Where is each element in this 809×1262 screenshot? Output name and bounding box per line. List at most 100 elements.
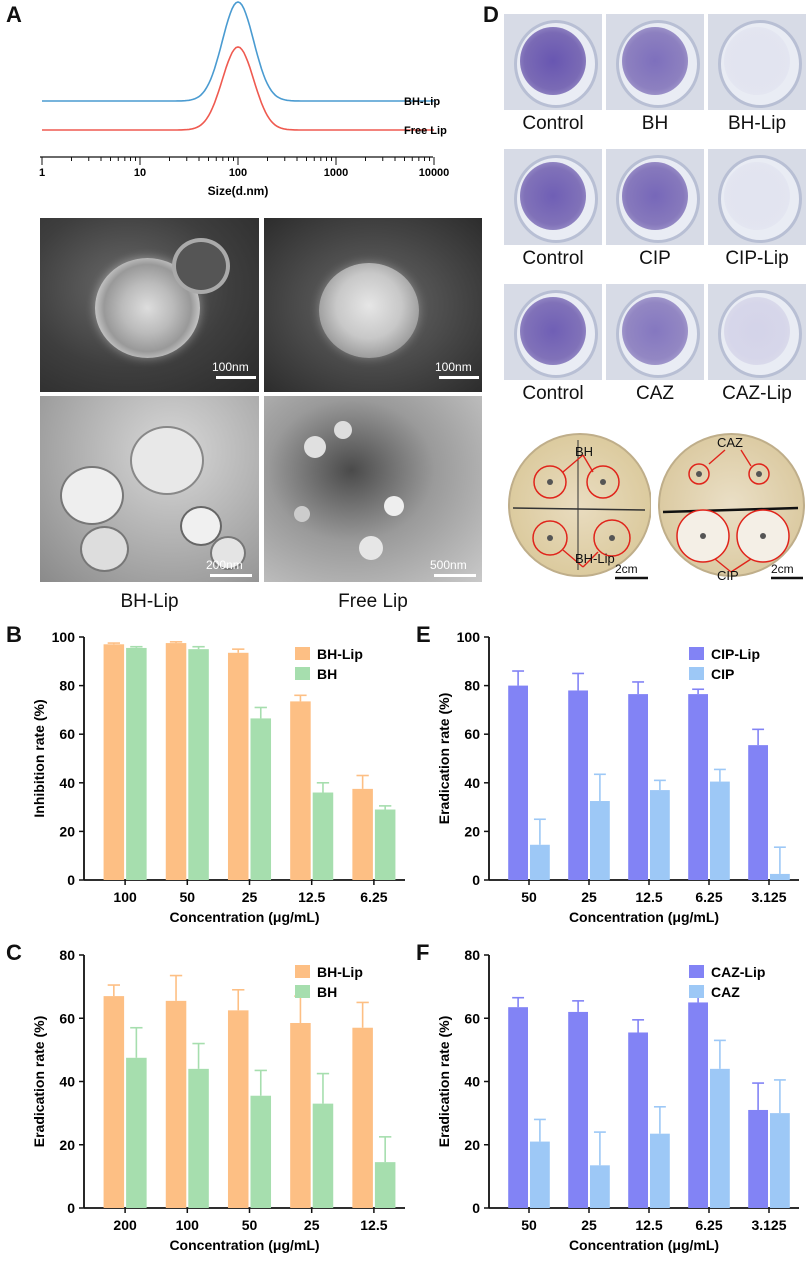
scale-bar-label: 200nm: [206, 558, 243, 572]
scale-bar-label: 100nm: [435, 360, 472, 374]
y-tick-label: 80: [59, 947, 75, 963]
x-tick-label: 50: [180, 889, 196, 905]
biofilm-stain: [724, 27, 790, 95]
x-tick-label: 100: [113, 889, 137, 905]
bar: [126, 1057, 147, 1208]
bar: [530, 844, 550, 880]
y-axis-label: Eradication rate (%): [436, 693, 452, 824]
x-tick-label: 200: [113, 1217, 137, 1233]
liposome-particle: [294, 506, 310, 522]
x-tick-label: 25: [304, 1217, 320, 1233]
liposome-particle: [60, 466, 124, 525]
well-label: CIP-Lip: [725, 248, 789, 269]
legend-label: CIP-Lip: [711, 646, 760, 662]
y-tick-label: 0: [67, 872, 75, 888]
bar: [590, 1165, 610, 1208]
bar: [188, 1068, 209, 1208]
chart-inhibition-rate-bh: 0 20 40 60 80 100 100 50 25 12.5 6.25 Concentration…: [31, 629, 405, 925]
biofilm-well-grid: Control BH BH-Lip Control CIP CIP-Lip Control C…: [504, 14, 806, 404]
x-tick-label: 50: [242, 1217, 258, 1233]
dls-tick-label-1: 1: [39, 167, 45, 179]
biofilm-well-image: [606, 149, 704, 245]
tem-image-free-lip-low-mag: 500nm: [264, 396, 482, 582]
y-axis-label: Inhibition rate (%): [31, 699, 47, 817]
biofilm-stain: [520, 162, 586, 230]
plate-annotation-overlay: BH BH-Lip 2cm: [512, 440, 648, 580]
plate-scale-label: 2cm: [771, 562, 794, 576]
biofilm-well-image: [708, 284, 806, 380]
bar: [374, 809, 396, 880]
bar: [188, 649, 209, 880]
bar: [312, 1103, 334, 1208]
legend-label: CAZ: [711, 984, 740, 1000]
biofilm-stain: [520, 27, 586, 95]
plate-label-bh-lip: BH-Lip: [575, 551, 615, 566]
biofilm-well-image: [504, 14, 602, 110]
x-axis-label: Concentration (μg/mL): [169, 1237, 319, 1253]
legend-label: BH: [317, 666, 337, 682]
bar: [710, 781, 730, 880]
bar: [650, 790, 670, 880]
biofilm-well-image: [606, 14, 704, 110]
dls-tick-label-1000: 1000: [324, 167, 348, 179]
bar: [568, 1011, 588, 1208]
well-label: CAZ-Lip: [722, 383, 792, 404]
scale-bar: [216, 376, 256, 379]
bar: [508, 685, 528, 880]
chart-eradication-rate-cip: 0 20 40 60 80 100 50 25 12.5 6.25 3.125 Concentrati…: [436, 629, 799, 925]
y-tick-label: 60: [464, 726, 480, 742]
bar: [650, 1133, 670, 1208]
liposome-particle: [210, 536, 246, 570]
plate-label-cip: CIP: [717, 568, 739, 582]
bar: [290, 701, 311, 880]
bar: [126, 647, 147, 880]
dls-tick-label-10: 10: [134, 167, 146, 179]
bar: [770, 873, 790, 880]
y-tick-label: 60: [59, 726, 75, 742]
legend-swatch: [689, 965, 704, 978]
biofilm-well-image: [606, 284, 704, 380]
dls-tick-group: [41, 157, 435, 165]
biofilm-stain: [724, 297, 790, 365]
y-axis-label: Eradication rate (%): [436, 1016, 452, 1147]
bar: [165, 643, 187, 880]
legend-label: BH-Lip: [317, 646, 363, 662]
panel-letter-e: E: [416, 622, 431, 647]
x-axis-label: Concentration (μg/mL): [169, 909, 319, 925]
bar: [710, 1068, 730, 1208]
x-tick-label: 25: [242, 889, 258, 905]
biofilm-well-image: [708, 14, 806, 110]
plate-scale-label: 2cm: [615, 562, 638, 576]
liposome-particle: [180, 506, 222, 546]
x-tick-label: 50: [521, 1217, 537, 1233]
biofilm-well-image: [504, 149, 602, 245]
y-tick-label: 20: [464, 1137, 480, 1153]
x-axis-label: Concentration (μg/mL): [569, 1237, 719, 1253]
plate-label-bh: BH: [575, 444, 593, 459]
y-axis-label: Eradication rate (%): [31, 1016, 47, 1147]
well-label: CAZ: [636, 383, 674, 404]
legend-swatch: [295, 647, 310, 660]
legend-swatch: [295, 985, 310, 998]
bar: [227, 1010, 249, 1208]
agar-plate-right: CAZ CIP 2cm: [655, 430, 806, 582]
liposome-particle: [384, 496, 404, 516]
biofilm-stain: [622, 27, 688, 95]
bar: [103, 996, 125, 1208]
liposome-particle: [304, 436, 326, 458]
plate-annotation-overlay: CAZ CIP 2cm: [662, 435, 803, 582]
liposome-particle: [130, 426, 204, 495]
x-tick-label: 100: [176, 1217, 200, 1233]
x-tick-label: 3.125: [751, 889, 786, 905]
legend-swatch: [295, 965, 310, 978]
bar: [748, 1109, 768, 1208]
biofilm-well-image: [504, 284, 602, 380]
y-tick-label: 40: [59, 775, 75, 791]
x-tick-label: 6.25: [695, 889, 722, 905]
legend-swatch: [689, 667, 704, 680]
bar: [374, 1162, 396, 1208]
x-tick-label: 6.25: [360, 889, 387, 905]
legend-label: CAZ-Lip: [711, 964, 765, 980]
bar: [590, 801, 610, 880]
legend-label: CIP: [711, 666, 734, 682]
